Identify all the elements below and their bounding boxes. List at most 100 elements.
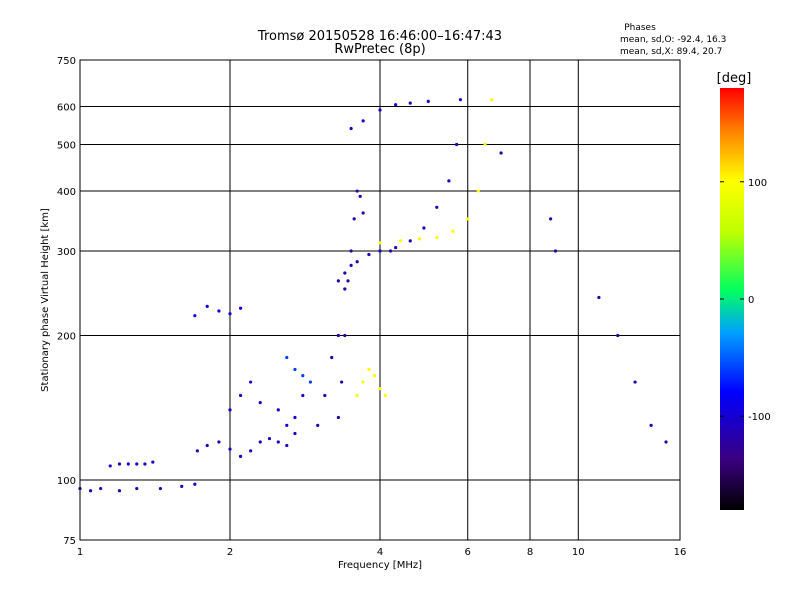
data-point xyxy=(422,226,426,230)
x-tick-label: 16 xyxy=(674,547,687,558)
x-axis-ticks: 1 2 4 6 8 10 16 xyxy=(77,547,687,558)
data-point xyxy=(455,142,459,147)
data-point xyxy=(117,489,122,493)
data-point xyxy=(483,142,487,147)
data-point xyxy=(417,237,422,241)
data-point xyxy=(458,98,463,102)
x-tick-label: 4 xyxy=(377,547,383,558)
data-point xyxy=(361,211,365,215)
data-point xyxy=(316,423,320,427)
chart-subtitle: RwPretec (8p) xyxy=(334,42,425,57)
data-point xyxy=(217,309,221,313)
y-tick-label: 75 xyxy=(63,536,76,547)
data-point xyxy=(301,393,305,398)
data-point xyxy=(228,312,232,316)
data-point xyxy=(476,189,480,193)
data-point xyxy=(195,449,199,453)
data-point xyxy=(664,440,668,444)
data-point xyxy=(435,235,439,240)
y-tick-label: 600 xyxy=(57,103,76,114)
data-point xyxy=(361,380,365,384)
data-point xyxy=(372,374,377,378)
data-point xyxy=(394,103,398,107)
data-point xyxy=(352,217,356,221)
data-point xyxy=(355,260,359,264)
colorbar-tick-label: 100 xyxy=(748,178,767,189)
data-point xyxy=(158,486,163,491)
data-point xyxy=(276,408,280,412)
y-tick-label: 100 xyxy=(57,476,76,487)
data-point xyxy=(228,447,232,451)
data-point xyxy=(343,271,347,275)
y-axis-ticks: 75 100 200 300 400 500 600 750 xyxy=(57,56,76,547)
data-point xyxy=(249,449,253,453)
data-point xyxy=(399,239,403,243)
data-point xyxy=(343,287,347,291)
data-point xyxy=(349,263,353,267)
data-point xyxy=(383,393,387,398)
data-point xyxy=(355,189,359,193)
y-tick-label: 500 xyxy=(57,141,76,152)
data-point xyxy=(205,304,209,309)
data-point xyxy=(388,249,393,253)
data-point xyxy=(597,295,601,300)
plot-frame xyxy=(79,59,681,541)
data-point xyxy=(435,205,439,209)
data-point xyxy=(117,462,122,466)
colorbar-label: [deg] xyxy=(717,71,752,86)
data-point xyxy=(336,279,340,283)
data-point xyxy=(285,423,289,427)
x-tick-label: 6 xyxy=(465,547,471,558)
data-point xyxy=(228,408,232,412)
data-point xyxy=(361,119,365,123)
data-point xyxy=(378,387,382,391)
data-point xyxy=(343,333,347,338)
data-point xyxy=(238,393,243,398)
data-point xyxy=(451,229,455,233)
y-tick-label: 200 xyxy=(57,332,76,343)
data-point xyxy=(258,400,262,405)
data-point xyxy=(193,482,197,486)
x-tick-label: 1 xyxy=(77,547,83,558)
data-point xyxy=(205,443,209,448)
data-point xyxy=(293,367,297,372)
data-point xyxy=(378,108,382,112)
data-point xyxy=(378,249,382,253)
data-point xyxy=(276,440,280,444)
data-point xyxy=(135,462,139,466)
data-point xyxy=(285,355,289,360)
data-point xyxy=(249,380,253,384)
data-point xyxy=(88,489,93,493)
data-point xyxy=(285,443,289,448)
colorbar-tick-label: 0 xyxy=(748,295,754,306)
data-point xyxy=(301,374,305,378)
data-point xyxy=(408,239,412,243)
data-point xyxy=(349,249,353,253)
data-point xyxy=(193,314,197,318)
data-point xyxy=(367,252,371,257)
phases-mean-o: mean, sd,O: -92.4, 16.3 xyxy=(620,35,726,45)
data-point xyxy=(293,415,297,420)
data-point xyxy=(151,460,155,464)
data-point xyxy=(135,486,139,491)
data-point xyxy=(367,367,371,372)
data-point xyxy=(408,101,412,105)
y-axis-label: Stationary phase Virtual Height [km] xyxy=(40,208,51,392)
data-point xyxy=(549,217,553,221)
phases-mean-x: mean, sd,X: 89.4, 20.7 xyxy=(620,47,722,57)
colorbar-ticks: -100 0 100 xyxy=(720,178,771,423)
chart-title: Tromsø 20150528 16:46:00–16:47:43 xyxy=(257,29,502,44)
data-point xyxy=(108,464,112,468)
x-tick-label: 8 xyxy=(527,547,533,558)
data-point xyxy=(346,279,350,283)
data-point xyxy=(99,486,103,491)
data-point xyxy=(330,355,334,360)
data-point xyxy=(426,99,430,103)
data-point xyxy=(447,179,451,183)
data-point xyxy=(336,333,340,338)
data-point xyxy=(217,440,221,444)
data-point xyxy=(355,393,359,398)
colorbar-tick-label: -100 xyxy=(748,412,771,423)
data-point xyxy=(358,194,362,198)
data-point xyxy=(378,241,382,245)
